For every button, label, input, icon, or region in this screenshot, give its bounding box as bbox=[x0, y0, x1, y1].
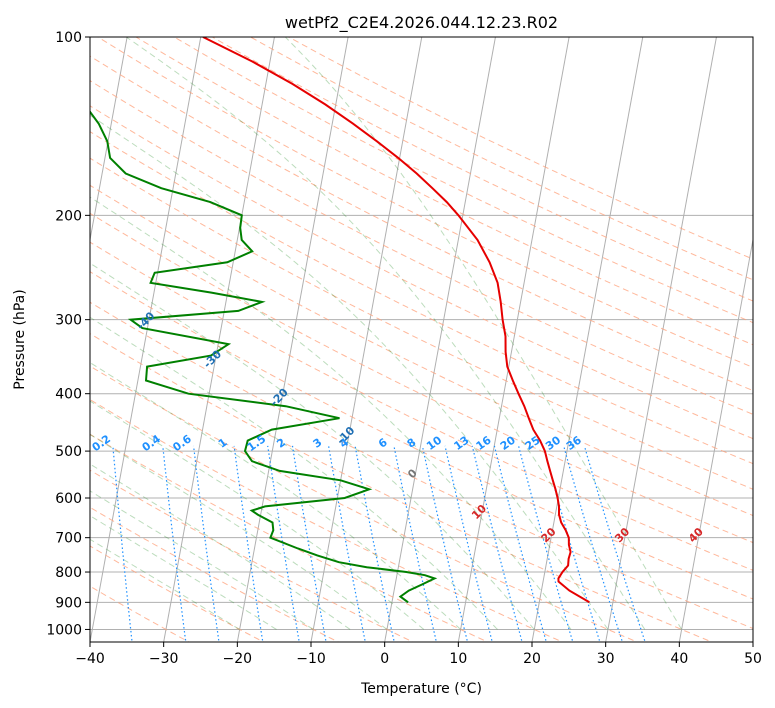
y-tick-label: 300 bbox=[55, 313, 82, 329]
y-tick-label: 500 bbox=[55, 444, 82, 460]
isotherm-line bbox=[90, 37, 202, 642]
moist-adiabat-line bbox=[90, 196, 572, 630]
moist-adiabat-line bbox=[90, 400, 425, 630]
isotherm-line bbox=[384, 37, 496, 642]
y-tick-label: 200 bbox=[55, 208, 82, 224]
isotherm-line bbox=[605, 37, 717, 642]
y-tick-label: 400 bbox=[55, 387, 82, 403]
mixing-ratio-line bbox=[192, 445, 220, 642]
mixing-ratio-line bbox=[583, 445, 646, 642]
y-axis-label: Pressure (hPa) bbox=[12, 289, 28, 389]
dry-adiabat-line bbox=[90, 55, 753, 392]
temperature-line bbox=[202, 37, 590, 604]
x-axis-label: Temperature (°C) bbox=[360, 681, 482, 697]
y-tick-label: 900 bbox=[55, 595, 82, 611]
moist-adiabat-line bbox=[284, 37, 683, 630]
x-tick-label: 0 bbox=[380, 651, 389, 667]
mixing-ratio-line bbox=[421, 445, 469, 642]
x-tick-label: 10 bbox=[449, 651, 467, 667]
dry-adiabat-line bbox=[173, 37, 753, 324]
moist-adiabat-line bbox=[90, 433, 388, 630]
mixing-ratio-line bbox=[328, 445, 366, 642]
dewpoint-line bbox=[90, 110, 438, 604]
y-tick-label: 700 bbox=[55, 531, 82, 547]
x-tick-label: 40 bbox=[670, 651, 688, 667]
y-tick-label: 1000 bbox=[46, 622, 82, 638]
mixing-ratio-line bbox=[162, 445, 187, 642]
x-tick-label: 20 bbox=[523, 651, 541, 667]
y-tick-label: 600 bbox=[55, 491, 82, 507]
mixing-ratio-line bbox=[291, 445, 327, 642]
isotherm-line bbox=[163, 37, 275, 642]
dry-adiabat-line bbox=[90, 271, 753, 600]
mixing-ratio-line bbox=[518, 445, 574, 642]
dry-adiabat-line bbox=[90, 157, 753, 490]
x-tick-label: −40 bbox=[75, 651, 105, 667]
moist-adiabat-line bbox=[90, 463, 351, 630]
x-tick-label: 30 bbox=[597, 651, 615, 667]
dry-adiabat-line bbox=[90, 469, 415, 642]
isotherm-line bbox=[310, 37, 423, 642]
x-tick-label: 50 bbox=[744, 651, 762, 667]
mixing-ratio-line bbox=[112, 445, 133, 642]
dry-adiabat-line bbox=[135, 37, 753, 346]
dry-adiabat-line bbox=[90, 399, 564, 642]
mixing-ratio-line bbox=[563, 445, 624, 642]
mixing-ratio-line bbox=[471, 445, 523, 642]
moist-adiabat-line bbox=[90, 262, 535, 630]
isotherm-line bbox=[678, 236, 753, 642]
chart-title: wetPf2_C2E4.2026.044.12.23.R02 bbox=[285, 13, 558, 33]
moist-adiabat-line bbox=[126, 37, 646, 630]
moist-adiabat-line bbox=[90, 538, 240, 630]
dry-adiabat-line bbox=[90, 184, 753, 517]
mixing-ratio-line bbox=[444, 445, 493, 642]
mixing-ratio-line bbox=[542, 445, 601, 642]
x-tick-label: −30 bbox=[149, 651, 179, 667]
mixing-ratio-line bbox=[267, 445, 300, 642]
dry-adiabat-line bbox=[90, 506, 340, 642]
y-tick-label: 100 bbox=[55, 30, 82, 46]
dry-adiabat-line bbox=[90, 131, 753, 465]
mixing-ratio-line bbox=[493, 445, 547, 642]
mixing-ratio-line bbox=[233, 445, 264, 642]
dry-adiabat-line bbox=[90, 365, 639, 642]
isotherm-line bbox=[236, 37, 349, 642]
mixing-ratio-line bbox=[393, 445, 438, 642]
x-tick-label: −10 bbox=[296, 651, 326, 667]
dry-adiabat-line bbox=[90, 80, 753, 415]
dry-adiabat-line bbox=[90, 433, 489, 642]
dry-adiabat-line bbox=[90, 241, 753, 571]
moist-adiabat-line bbox=[90, 114, 609, 630]
x-tick-label: −20 bbox=[223, 651, 253, 667]
plot-frame bbox=[89, 36, 754, 643]
isotherm-line bbox=[90, 37, 128, 243]
isotherm-line bbox=[531, 37, 644, 642]
y-tick-label: 800 bbox=[55, 565, 82, 581]
dry-adiabat-line bbox=[90, 301, 753, 630]
